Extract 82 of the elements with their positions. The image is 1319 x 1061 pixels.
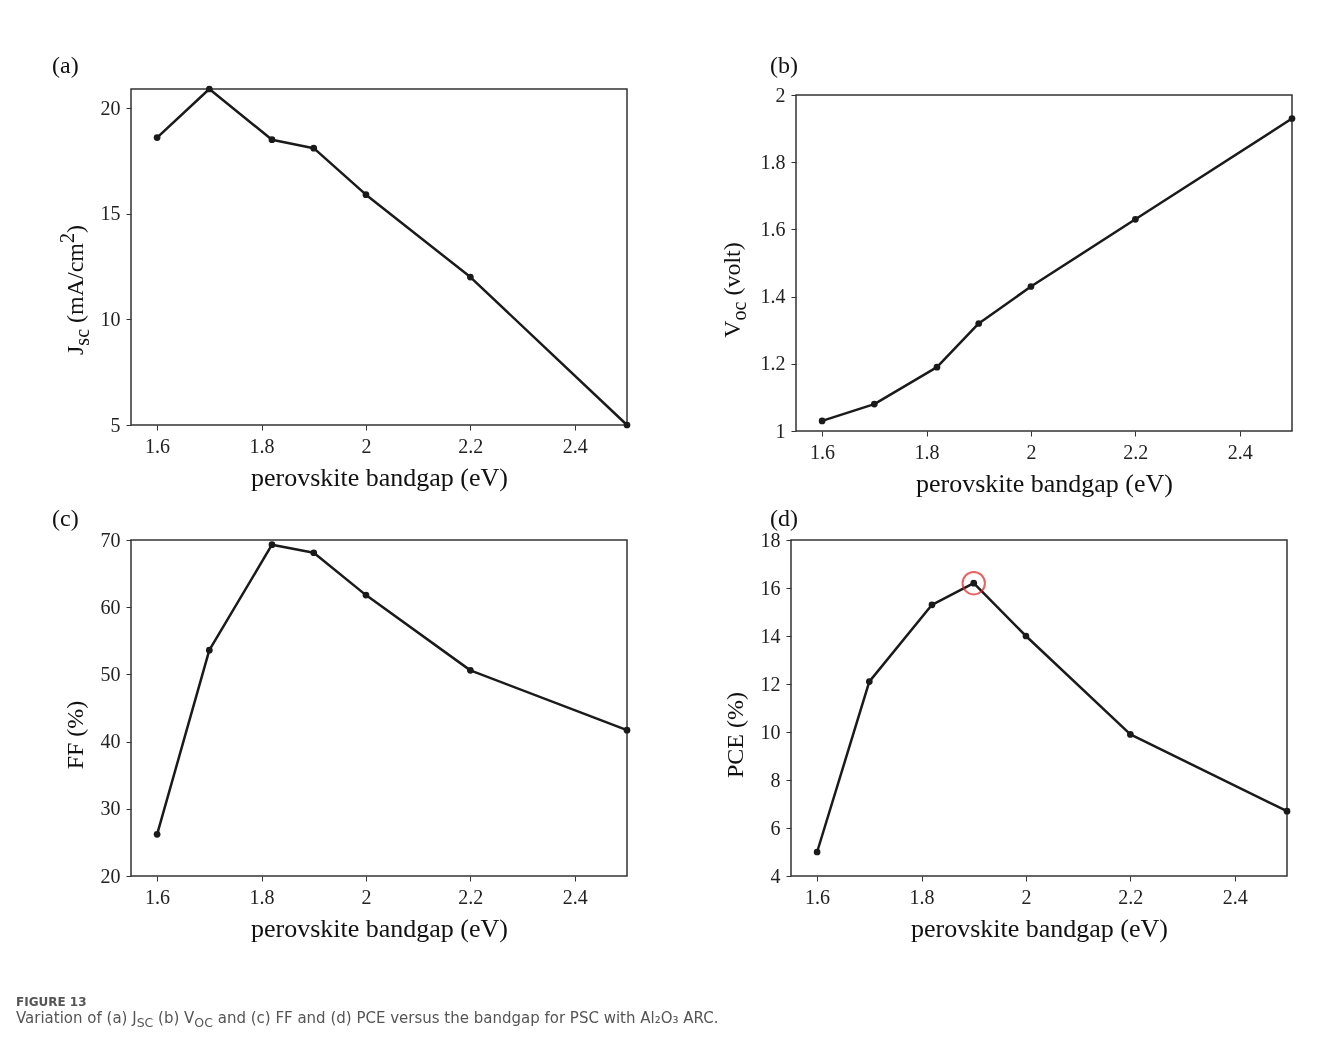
point — [865, 678, 873, 685]
point — [362, 191, 370, 199]
y-tick-label: 10 — [100, 307, 121, 330]
y-tick-label: 15 — [100, 202, 121, 225]
point — [928, 601, 936, 609]
x-tick-label: 1.6 — [145, 885, 171, 908]
y-tick-label: 6 — [770, 816, 781, 839]
y-tick-label: 10 — [760, 720, 781, 743]
y-tick-label: 12 — [760, 672, 781, 695]
point — [268, 136, 276, 144]
point — [467, 273, 474, 281]
point — [961, 571, 986, 596]
x-axis-title: perovskite bandgap (eV) — [915, 468, 1174, 498]
y-axis-title: PCE (%) — [721, 692, 749, 778]
y-tick-label: 1 — [775, 419, 786, 442]
x-tick-label: 1.6 — [805, 885, 831, 908]
point — [268, 541, 276, 549]
y-tick-label: 60 — [100, 595, 121, 618]
point — [310, 144, 318, 152]
x-axis-title: perovskite bandgap (eV) — [910, 913, 1169, 943]
point — [205, 646, 213, 654]
x-tick-label: 2 — [361, 434, 372, 457]
x-tick-label: 1.6 — [810, 440, 836, 463]
x-tick-label: 2.2 — [458, 885, 484, 908]
y-tick-label: 8 — [770, 768, 781, 791]
x-tick-label: 2.4 — [562, 434, 588, 457]
x-tick-label: 1.8 — [249, 885, 275, 908]
x-tick-label: 2.4 — [1222, 885, 1248, 908]
x-tick-label: 2 — [1026, 440, 1037, 463]
x-axis-title: perovskite bandgap (eV) — [250, 462, 509, 492]
caption: FIGURE 13 — [16, 995, 88, 1009]
x-tick-label: 2.4 — [1227, 440, 1253, 463]
point — [1283, 807, 1291, 815]
y-axis-title: FF (%) — [61, 700, 89, 770]
x-tick-label: 2.2 — [1123, 440, 1149, 463]
y-tick-label: 1.2 — [760, 352, 786, 375]
x-tick-label: 1.8 — [909, 885, 935, 908]
point — [933, 363, 941, 371]
chart-title: (a) — [52, 52, 79, 79]
x-tick-label: 1.8 — [914, 440, 940, 463]
point — [153, 830, 161, 838]
point — [870, 400, 878, 408]
point — [467, 667, 474, 674]
y-tick-label: 1.4 — [760, 285, 786, 308]
x-tick-label: 2.2 — [1118, 885, 1144, 908]
x-tick-label: 1.8 — [249, 434, 275, 457]
point — [813, 848, 821, 856]
y-tick-label: 5 — [110, 413, 121, 436]
x-tick-label: 2 — [1021, 885, 1032, 908]
x-tick-label: 2 — [361, 885, 372, 908]
point — [975, 320, 983, 327]
point — [623, 726, 631, 734]
y-tick-label: 1.6 — [760, 217, 786, 240]
y-tick-label: 50 — [100, 662, 121, 685]
x-tick-label: 2.2 — [458, 434, 484, 457]
point — [1027, 283, 1035, 290]
y-tick-label: 40 — [100, 730, 121, 753]
x-tick-label: 2.4 — [562, 885, 588, 908]
point — [818, 417, 826, 425]
y-tick-label: 2 — [775, 83, 786, 106]
point — [153, 134, 161, 141]
y-tick-label: 30 — [100, 797, 121, 820]
chart-title: (b) — [770, 52, 798, 79]
x-tick-label: 1.6 — [145, 434, 171, 457]
point — [1132, 215, 1139, 223]
point — [1127, 731, 1134, 738]
point — [310, 549, 318, 557]
y-tick-label: 14 — [760, 624, 781, 647]
point — [1022, 632, 1030, 640]
y-tick-label: 1.8 — [760, 150, 786, 173]
point — [623, 421, 631, 429]
y-tick-label: 20 — [100, 864, 121, 887]
chart-title: (c) — [52, 505, 79, 532]
point — [362, 591, 370, 599]
x-axis-title: perovskite bandgap (eV) — [250, 913, 509, 943]
point — [1288, 115, 1296, 122]
y-tick-label: 4 — [770, 864, 781, 887]
text: Variation of (a) J$_{SC}$ (b) V$_{OC}$ and (c) FF and (d) PCE versus the bandgap for PSC with Al₂O₃ ARC. — [16, 1009, 719, 1030]
y-tick-label: 70 — [100, 528, 121, 551]
point — [205, 85, 213, 93]
y-tick-label: 20 — [100, 96, 121, 119]
y-tick-label: 16 — [760, 576, 781, 599]
